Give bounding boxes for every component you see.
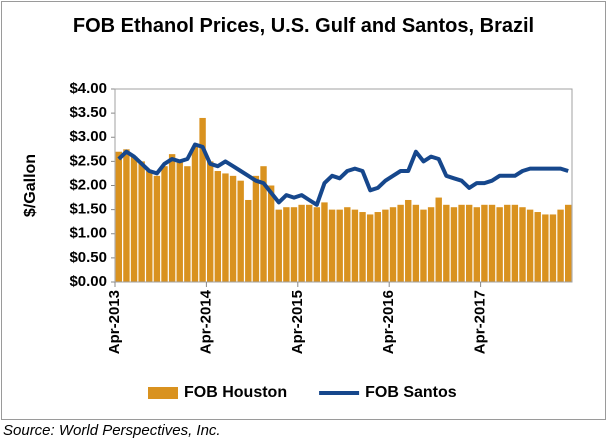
chart-frame — [1, 1, 606, 420]
legend-swatch — [148, 387, 178, 399]
bar — [321, 202, 328, 282]
bar — [153, 175, 161, 282]
bar — [214, 171, 222, 282]
x-tick-label: Apr-2016 — [380, 290, 397, 354]
bar — [328, 209, 336, 282]
bar — [252, 175, 260, 282]
y-tick-label: $3.00 — [69, 128, 107, 145]
bar — [435, 197, 442, 282]
y-tick-label: $2.50 — [69, 152, 107, 169]
bar — [313, 207, 321, 282]
chart-title: FOB Ethanol Prices, U.S. Gulf and Santos… — [72, 15, 535, 37]
bar — [123, 149, 130, 282]
x-tick-label: Apr-2017 — [472, 290, 489, 354]
bar — [184, 166, 191, 282]
bar — [549, 214, 557, 282]
bar — [336, 209, 343, 282]
bar — [511, 204, 519, 282]
y-axis-label: $/Gallon — [22, 154, 39, 217]
bar — [199, 117, 206, 282]
y-tick-label: $2.00 — [69, 176, 107, 193]
bar — [366, 214, 374, 282]
bar — [458, 204, 465, 282]
bar — [420, 209, 427, 282]
bar — [443, 204, 450, 282]
bar — [267, 185, 275, 282]
bar — [481, 204, 488, 282]
line — [117, 142, 569, 207]
bar — [557, 209, 564, 282]
x-tick-label: Apr-2013 — [106, 290, 123, 354]
bar — [450, 207, 458, 282]
bar — [168, 154, 176, 282]
bar — [519, 207, 526, 282]
bar — [237, 180, 244, 282]
bar — [488, 204, 496, 282]
x-tick-label: Apr-2014 — [197, 289, 214, 354]
y-tick-label: $1.50 — [69, 201, 107, 218]
source-note: Source: World Perspectives, Inc. — [3, 422, 221, 439]
bar — [534, 212, 541, 282]
x-tick-label: Apr-2015 — [289, 290, 306, 354]
bar — [382, 209, 389, 282]
bar — [351, 209, 359, 282]
bar — [427, 207, 435, 282]
y-tick-label: $3.50 — [69, 104, 107, 121]
legend-label: FOB Santos — [365, 384, 457, 401]
bar — [290, 207, 298, 282]
bar — [260, 166, 267, 282]
bar — [397, 204, 404, 282]
y-tick-label: $1.00 — [69, 225, 107, 242]
bar — [207, 161, 214, 282]
bar — [465, 204, 473, 282]
bar — [222, 173, 229, 282]
bar — [344, 207, 351, 282]
bar — [298, 204, 305, 282]
bar — [176, 161, 183, 282]
bar — [191, 146, 199, 282]
bar — [542, 214, 549, 282]
bar — [405, 199, 412, 282]
y-tick-label: $0.50 — [69, 249, 107, 266]
bar — [473, 207, 480, 282]
bar — [504, 204, 511, 282]
bar — [374, 212, 381, 282]
bar — [146, 171, 153, 282]
bar — [115, 151, 123, 282]
bar — [412, 204, 420, 282]
bar — [161, 166, 168, 282]
bar — [389, 207, 397, 282]
bar — [138, 161, 145, 282]
bar — [359, 212, 366, 282]
bar — [306, 204, 313, 282]
y-tick-label: $0.00 — [69, 273, 107, 290]
y-tick-label: $4.00 — [69, 80, 107, 97]
legend-label: FOB Houston — [184, 384, 287, 401]
bar — [564, 204, 572, 282]
bar — [283, 207, 290, 282]
bar — [526, 209, 534, 282]
bar — [245, 199, 252, 282]
bar — [229, 175, 237, 282]
bar — [275, 209, 282, 282]
bar — [496, 207, 503, 282]
bar — [130, 156, 138, 282]
plot-area — [114, 88, 573, 283]
